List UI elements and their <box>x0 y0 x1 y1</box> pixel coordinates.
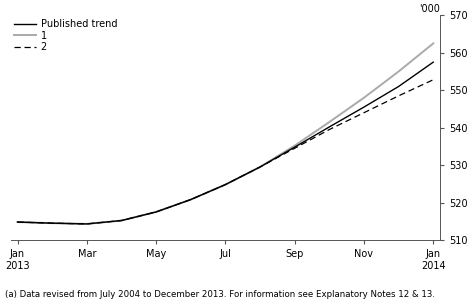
Legend: Published trend, 1, 2: Published trend, 1, 2 <box>10 15 121 56</box>
Text: (a) Data revised from July 2004 to December 2013. For information see Explanator: (a) Data revised from July 2004 to Decem… <box>5 290 435 299</box>
Text: '000: '000 <box>419 4 440 14</box>
